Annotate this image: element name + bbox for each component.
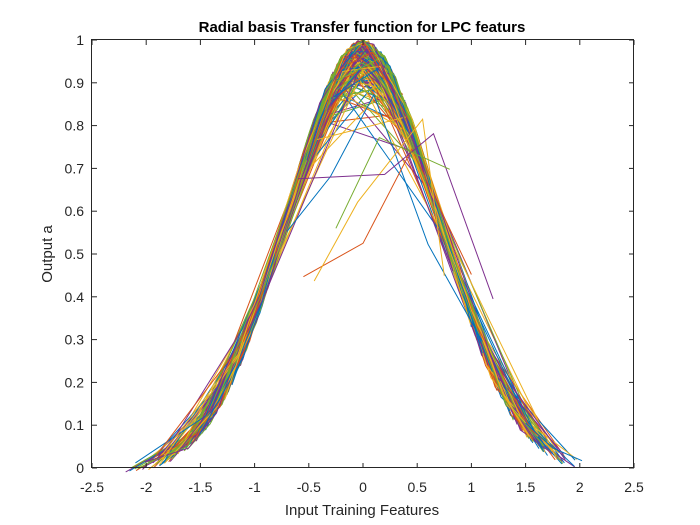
chart-title: Radial basis Transfer function for LPC f… — [199, 19, 526, 36]
x-tick-label: 0.5 — [407, 479, 427, 495]
x-tick-label: -0.5 — [297, 479, 321, 495]
x-tick-label: -2.5 — [80, 479, 104, 495]
series-line-sample — [297, 132, 494, 300]
series-line-sample — [286, 93, 483, 342]
y-tick-label: 0.7 — [65, 160, 85, 176]
y-tick-label: 0.4 — [65, 289, 85, 305]
y-tick-label: 0.6 — [65, 203, 85, 219]
x-axis-label: Input Training Features — [285, 502, 439, 519]
x-tick-label: 1 — [468, 479, 476, 495]
y-tick-label: 0 — [76, 460, 84, 476]
series-lines — [125, 39, 583, 473]
series-line-sample — [313, 117, 445, 282]
series-line — [147, 85, 451, 463]
x-tick-label: 1.5 — [516, 479, 536, 495]
y-tick-label: 0.5 — [65, 246, 85, 262]
x-tick-label: -2 — [140, 479, 153, 495]
y-tick-label: 0.9 — [65, 75, 85, 91]
y-tick-label: 0.1 — [65, 417, 85, 433]
series-line-sample — [335, 136, 450, 229]
x-tick-label: 2 — [576, 479, 584, 495]
x-tick-label: 2.5 — [624, 479, 644, 495]
y-tick-label: 1 — [76, 32, 84, 48]
series-line-sample — [303, 147, 472, 278]
series-line — [217, 55, 508, 407]
x-tick-label: -1.5 — [188, 479, 212, 495]
x-tick-label: 0 — [359, 479, 367, 495]
y-axis-label: Output a — [39, 225, 56, 283]
y-tick-label: 0.3 — [65, 332, 85, 348]
x-tick-label: -1 — [248, 479, 261, 495]
y-tick-label: 0.2 — [65, 374, 85, 390]
series-line-sample — [525, 422, 583, 462]
axis-ticks: -2.5 -2 -1.5 -1 -0.5 0 0.5 1 1.5 2 2.5 0 0.1 0.2 0.3 0.… — [65, 32, 644, 495]
y-tick-label: 0.8 — [65, 118, 85, 134]
